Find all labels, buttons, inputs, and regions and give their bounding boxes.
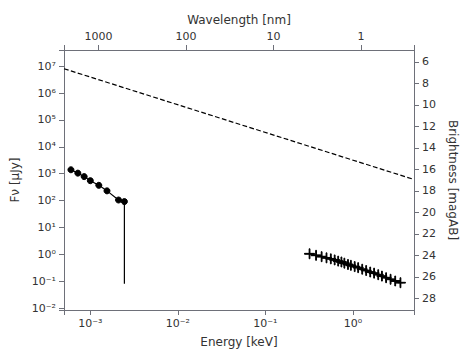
svg-text:10⁰: 10⁰ [38,248,57,261]
svg-text:10⁷: 10⁷ [38,60,56,73]
svg-text:10⁻²: 10⁻² [32,302,56,315]
svg-text:10²: 10² [38,194,56,207]
svg-text:24: 24 [422,249,436,262]
svg-text:Brightness [magAB]: Brightness [magAB] [446,120,460,240]
svg-text:10¹: 10¹ [38,221,56,234]
svg-text:10⁰: 10⁰ [344,317,363,330]
svg-text:18: 18 [422,184,436,197]
svg-text:22: 22 [422,227,436,240]
svg-text:16: 16 [422,163,436,176]
svg-text:10⁻¹: 10⁻¹ [32,275,56,288]
svg-text:6: 6 [422,55,429,68]
svg-text:10³: 10³ [38,167,56,180]
svg-text:10⁵: 10⁵ [38,113,56,126]
svg-text:20: 20 [422,206,436,219]
svg-text:Energy [keV]: Energy [keV] [200,335,277,349]
svg-text:28: 28 [422,292,436,305]
svg-text:10⁻¹: 10⁻¹ [253,317,277,330]
svg-text:1: 1 [358,30,365,43]
svg-text:1000: 1000 [85,30,113,43]
svg-text:10: 10 [422,98,436,111]
svg-text:26: 26 [422,270,436,283]
svg-text:10⁻²: 10⁻² [166,317,190,330]
svg-text:8: 8 [422,77,429,90]
svg-text:10: 10 [267,30,281,43]
svg-text:10⁴: 10⁴ [38,140,57,153]
svg-text:12: 12 [422,120,436,133]
svg-text:100: 100 [176,30,197,43]
svg-text:10⁻³: 10⁻³ [78,317,102,330]
svg-text:Fν [μJy]: Fν [μJy] [8,157,22,202]
svg-text:14: 14 [422,141,436,154]
svg-text:10⁶: 10⁶ [38,87,57,100]
svg-text:Wavelength [nm]: Wavelength [nm] [187,13,291,27]
